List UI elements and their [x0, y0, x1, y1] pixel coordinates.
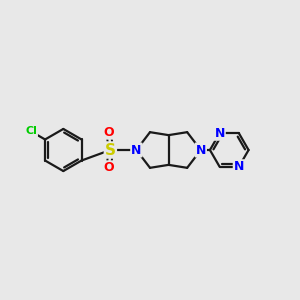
Text: S: S [105, 142, 116, 158]
Text: N: N [131, 143, 142, 157]
Text: O: O [104, 126, 114, 139]
Text: N: N [214, 127, 225, 140]
Text: Cl: Cl [25, 126, 37, 136]
Text: N: N [234, 160, 244, 173]
Text: N: N [196, 143, 206, 157]
Text: O: O [104, 161, 114, 174]
